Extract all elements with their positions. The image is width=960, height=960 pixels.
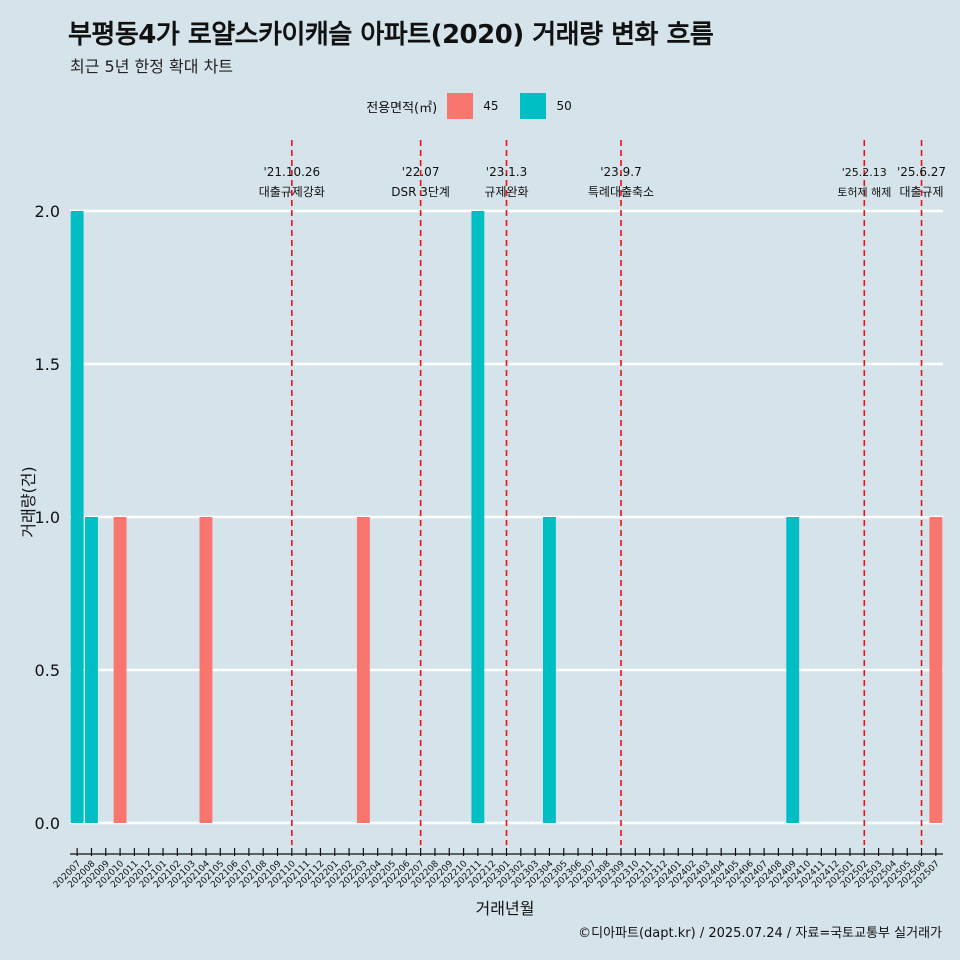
bar-45-202203	[356, 517, 370, 823]
bar-50-202008	[85, 517, 98, 823]
event-name-label: 대출규제	[899, 185, 943, 199]
legend: 전용면적(㎡) 45 50	[0, 93, 960, 119]
legend-item-50: 50	[520, 93, 587, 119]
legend-label-45: 45	[483, 99, 499, 113]
y-tick-label: 0.5	[35, 661, 60, 680]
y-tick-label: 2.0	[35, 202, 60, 221]
y-tick-label: 1.5	[35, 355, 60, 374]
event-date-label: '23.1.3	[486, 165, 527, 179]
legend-swatch-50	[520, 93, 547, 119]
legend-item-45: 45	[447, 93, 514, 119]
bar-50-202007	[70, 211, 84, 823]
event-date-label: '21.10.26	[263, 165, 320, 179]
source-caption: ©디아파트(dapt.kr) / 2025.07.24 / 자료=국토교통부 실…	[578, 926, 942, 941]
bar-45-202507	[929, 517, 943, 823]
event-date-label: '22.07	[402, 165, 440, 179]
bar-45-202104	[199, 517, 213, 823]
event-date-label: '25.6.27	[897, 165, 946, 179]
chart-subtitle: 최근 5년 한정 확대 차트	[70, 57, 234, 76]
event-name-label: 특례대출축소	[588, 185, 654, 199]
event-name-label: 토허제 해제	[837, 185, 891, 199]
event-name-label: DSR 3단계	[391, 185, 450, 199]
legend-swatch-45	[447, 93, 474, 119]
y-tick-label: 1.0	[35, 508, 60, 527]
event-name-label: 규제완화	[484, 185, 528, 199]
bar-50-202304	[542, 517, 556, 823]
x-axis-title: 거래년월	[476, 899, 535, 918]
y-axis-title: 거래량(건)	[19, 466, 38, 537]
bar-50-202409	[786, 517, 800, 823]
bar-50-202211	[471, 211, 485, 823]
legend-label-50: 50	[556, 99, 572, 113]
legend-title: 전용면적(㎡)	[366, 100, 438, 116]
event-name-label: 대출규제강화	[259, 185, 325, 199]
bar-45-202010	[113, 517, 127, 823]
chart-title: 부평동4가 로얄스카이캐슬 아파트(2020) 거래량 변화 흐름	[68, 20, 714, 50]
event-date-label: '25.2.13	[842, 166, 887, 179]
event-date-label: '23.9.7	[600, 165, 641, 179]
y-tick-label: 0.0	[35, 814, 60, 833]
